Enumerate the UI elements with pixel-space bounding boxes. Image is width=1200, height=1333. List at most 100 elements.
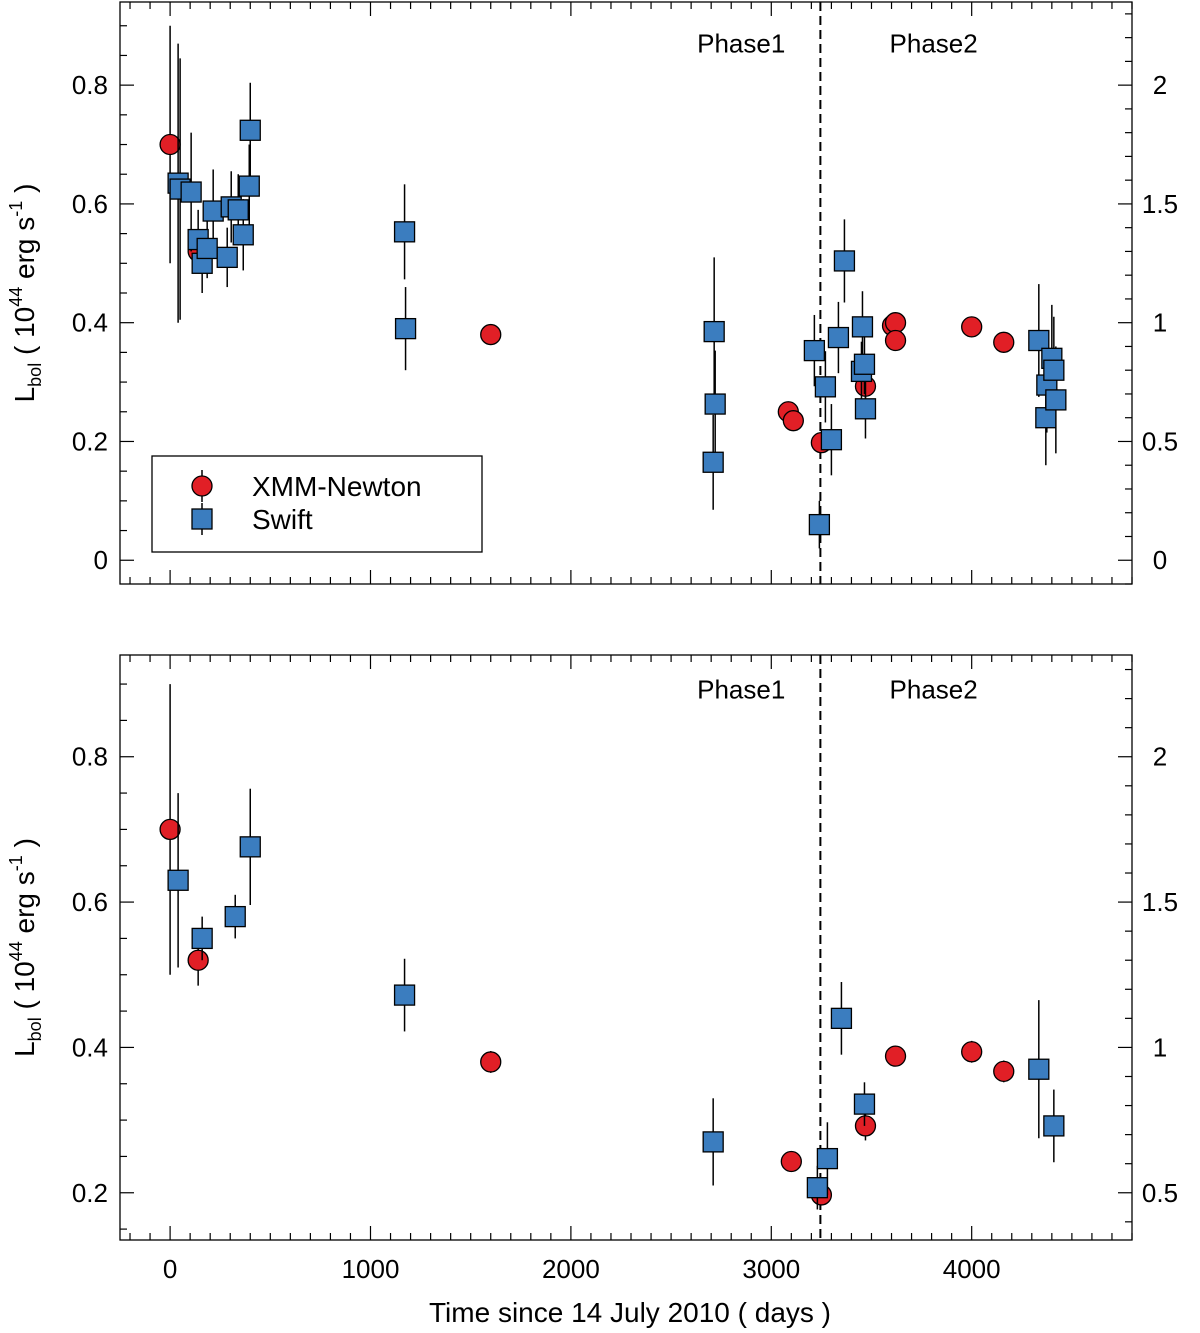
- data-point-square: [851, 316, 874, 338]
- legend-label: XMM-Newton: [252, 471, 422, 502]
- data-point-square: [167, 869, 189, 891]
- y-tick-label: 0.2: [72, 426, 108, 456]
- data-point-square: [820, 429, 843, 451]
- data-point-square: [814, 376, 837, 398]
- data-point-square: [191, 927, 213, 950]
- y-axis-label-part: bol: [25, 1017, 45, 1041]
- data-point-square: [854, 398, 877, 420]
- data-point-square: [196, 237, 218, 260]
- y-axis-label-part: bol: [25, 363, 45, 387]
- y2-tick-label: 1: [1153, 1032, 1167, 1062]
- data-point-square: [808, 513, 831, 536]
- y2-tick-label: 0.5: [1142, 1178, 1178, 1208]
- y2-tick-label: 0.5: [1142, 426, 1178, 456]
- y-axis-label-part: ): [9, 838, 40, 855]
- y-tick-label: 0.4: [72, 308, 108, 338]
- data-point-square: [224, 905, 246, 928]
- data-point-circle: [159, 818, 181, 841]
- data-point-circle: [884, 1045, 907, 1067]
- y2-tick-label: 2: [1153, 70, 1167, 100]
- y-axis-label-part: -1: [6, 201, 26, 217]
- data-point-square: [1043, 359, 1065, 381]
- data-point-circle: [993, 1060, 1015, 1083]
- x-tick-label: 1000: [342, 1254, 400, 1284]
- panel-bottom: 0 1000 2000 3000 4000 0.2 0.4 0.6 0.8 0.5 1 1.5 2 Pha…: [6, 654, 1178, 1328]
- data-point-circle: [854, 1115, 877, 1137]
- x-tick-label: 0: [163, 1254, 177, 1284]
- y-axis-label-part: erg s: [9, 217, 40, 287]
- data-point-square: [806, 1177, 829, 1199]
- data-point-circle: [480, 323, 502, 346]
- data-point-circle: [187, 949, 209, 971]
- phase-label: Phase2: [890, 675, 978, 705]
- data-point-square: [1035, 407, 1057, 429]
- data-point-square: [1028, 329, 1050, 352]
- data-point-square: [702, 1131, 724, 1153]
- data-point-circle: [961, 1041, 983, 1063]
- phase-label: Phase1: [697, 28, 785, 58]
- panel-top: 0 0.2 0.4 0.6 0.8 0 0.5 1 1.5 2 Phase1 Phase2 Lbol (…: [6, 1, 1178, 585]
- series-xmm-newton: [159, 25, 1015, 454]
- y2-tick-label: 1.5: [1142, 189, 1178, 219]
- y-tick-label: 0.8: [72, 742, 108, 772]
- data-point-circle: [961, 316, 983, 338]
- y-axis-label-part: ( 10: [9, 307, 40, 363]
- data-point-square: [227, 199, 249, 221]
- data-point-square: [202, 200, 224, 222]
- y-axis-label-part: 44: [6, 941, 26, 961]
- data-point-square: [816, 1147, 839, 1170]
- data-point-square: [702, 451, 724, 473]
- data-point-square: [803, 339, 826, 362]
- data-point-square: [833, 250, 856, 272]
- data-point-circle: [782, 410, 804, 432]
- data-point-square: [216, 246, 238, 269]
- y-axis-label: Lbol ( 1044 erg s-1 ): [6, 838, 45, 1057]
- data-point-square: [239, 836, 261, 858]
- x-tick-label: 4000: [943, 1254, 1001, 1284]
- data-point-square: [827, 326, 850, 349]
- data-point-circle: [884, 329, 907, 352]
- y-tick-label: 0.6: [72, 887, 108, 917]
- y2-tick-label: 1.5: [1142, 887, 1178, 917]
- data-point-square: [393, 984, 416, 1006]
- y-axis-label-part: erg s: [9, 871, 40, 941]
- data-point-circle: [159, 133, 181, 156]
- data-point-square: [853, 1093, 876, 1115]
- series-swift: [167, 788, 1065, 1210]
- legend-marker-circle: [191, 475, 213, 497]
- data-point-square: [704, 393, 726, 415]
- x-tick-label: 3000: [742, 1254, 800, 1284]
- data-point-circle: [884, 312, 907, 334]
- data-point-square: [1028, 1058, 1050, 1080]
- y-axis-label-part: L: [9, 1041, 40, 1057]
- data-point-square: [394, 317, 417, 340]
- data-point-square: [238, 175, 260, 197]
- data-point-square: [239, 119, 261, 141]
- plot-frame: [119, 654, 1133, 1241]
- data-point-square: [1043, 1115, 1065, 1137]
- y-tick-label: 0.2: [72, 1178, 108, 1208]
- y-axis-label-part: -1: [6, 855, 26, 871]
- phase-label: Phase1: [697, 675, 785, 705]
- y-axis-label-part: ): [9, 184, 40, 201]
- y2-tick-label: 1: [1153, 308, 1167, 338]
- y-axis-label-part: L: [9, 387, 40, 403]
- y-tick-label: 0: [94, 545, 108, 575]
- legend-marker-square: [191, 508, 213, 530]
- legend-label: Swift: [252, 504, 313, 535]
- data-point-circle: [480, 1051, 502, 1073]
- phase-label: Phase2: [890, 28, 978, 58]
- data-point-square: [180, 181, 202, 203]
- y-axis-label-part: ( 10: [9, 961, 40, 1017]
- x-tick-label: 2000: [542, 1254, 600, 1284]
- data-point-square: [1045, 389, 1067, 411]
- y-tick-label: 0.4: [72, 1032, 108, 1062]
- data-point-square: [393, 221, 416, 243]
- y-tick-label: 0.8: [72, 70, 108, 100]
- legend-box: [151, 455, 483, 553]
- x-axis-label: Time since 14 July 2010 ( days ): [429, 1297, 831, 1328]
- series-swift: [167, 43, 1067, 549]
- data-point-square: [703, 320, 725, 343]
